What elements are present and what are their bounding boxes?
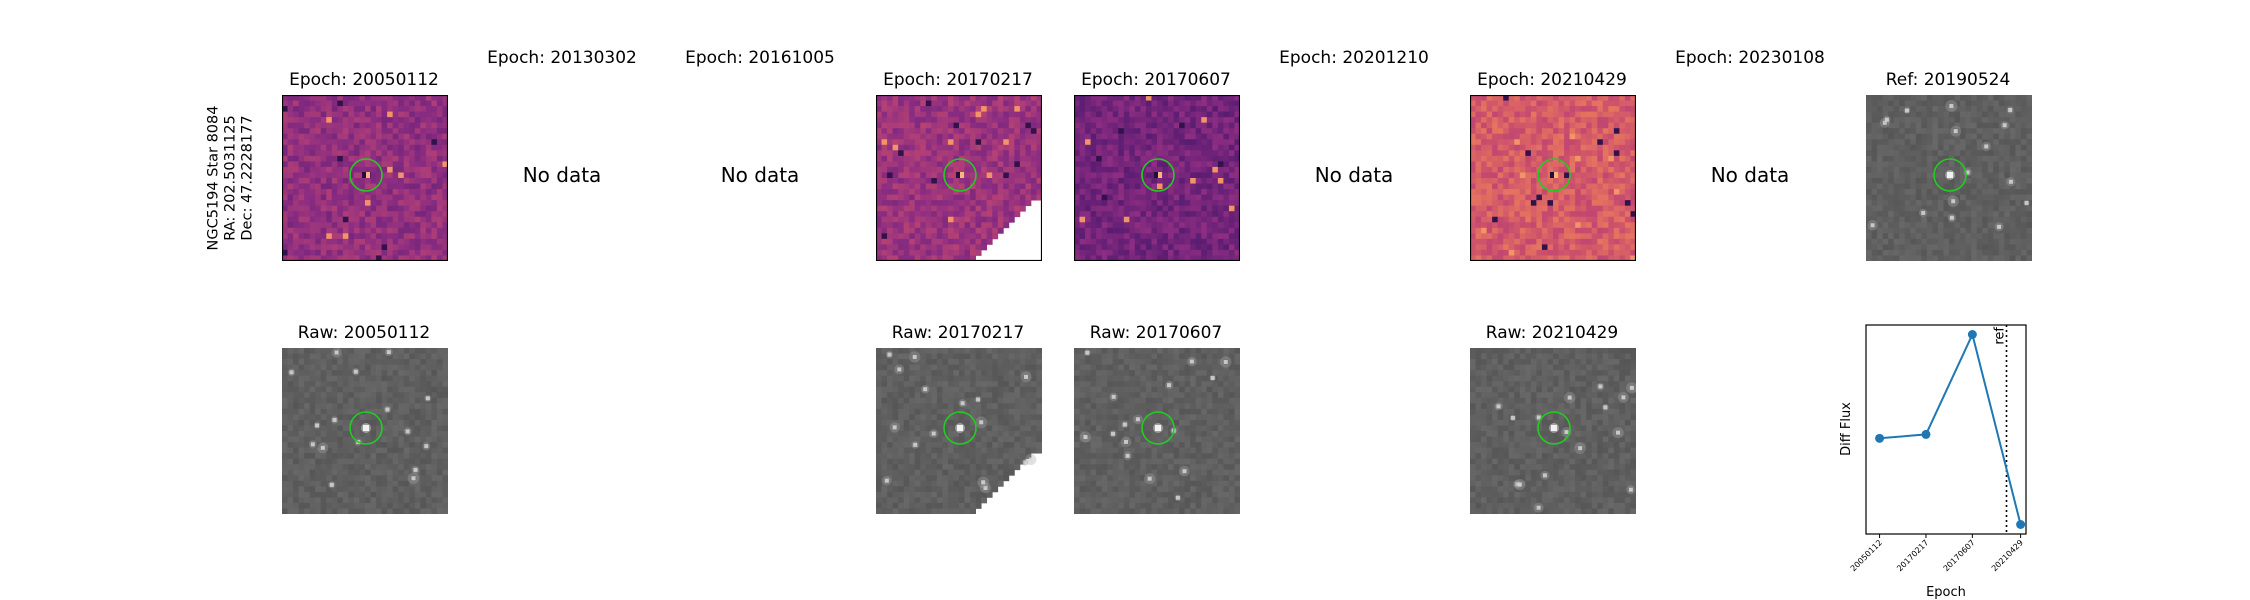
target-circle xyxy=(943,158,977,192)
raw-image-20050112 xyxy=(282,348,448,514)
raw-title-20170607: Raw: 20170607 xyxy=(1089,323,1223,343)
star-name: NGC5194 Star 8084 xyxy=(205,105,222,251)
target-circle xyxy=(1141,158,1175,192)
diff-title-20050112: Epoch: 20050112 xyxy=(289,70,439,90)
raw-image-20210429 xyxy=(1470,348,1636,514)
diff-image-20050112 xyxy=(282,95,448,261)
no-data-20201210: No data xyxy=(1314,163,1394,187)
no-data-20130302: No data xyxy=(522,163,602,187)
target-circle xyxy=(1537,411,1571,445)
star-dec: Dec: 47.2228177 xyxy=(239,115,256,241)
star-info-label: NGC5194 Star 8084 RA: 202.5031125 Dec: 4… xyxy=(206,106,257,251)
raw-title-20170217: Raw: 20170217 xyxy=(891,323,1025,343)
target-circle xyxy=(1537,158,1571,192)
ref-image-20190524 xyxy=(1866,95,2032,261)
diff-image-20170607 xyxy=(1074,95,1240,261)
ref-marker-label: ref xyxy=(1992,327,2007,345)
diff-flux-chart: ref Diff Flux Epoch 20050112 20170217 2017… xyxy=(1839,324,2027,600)
diff-title-20161005: Epoch: 20161005 xyxy=(685,48,835,68)
target-circle xyxy=(349,411,383,445)
flux-line xyxy=(1879,331,2022,525)
diff-title-20230108: Epoch: 20230108 xyxy=(1675,48,1825,68)
x-tick-label-20170607: 20170607 xyxy=(1942,538,1977,573)
target-circle xyxy=(349,158,383,192)
x-tick-label-20050112: 20050112 xyxy=(1849,538,1884,573)
flux-point-20170607 xyxy=(1967,330,1977,339)
raw-title-20050112: Raw: 20050112 xyxy=(297,323,431,343)
x-axis-label: Epoch xyxy=(1926,585,1966,600)
flux-point-20170217 xyxy=(1921,429,1931,439)
no-data-20161005: No data xyxy=(720,163,800,187)
plot-frame xyxy=(1865,324,2027,535)
diff-image-20210429 xyxy=(1470,95,1636,261)
diff-title-20201210: Epoch: 20201210 xyxy=(1279,48,1429,68)
flux-point-20050112 xyxy=(1875,433,1885,443)
target-circle xyxy=(1933,158,1967,192)
y-axis-label: Diff Flux xyxy=(1839,402,1854,456)
diff-image-20170217 xyxy=(876,95,1042,261)
raw-image-20170607 xyxy=(1074,348,1240,514)
x-tick-label-20210429: 20210429 xyxy=(1990,538,2025,573)
raw-title-20210429: Raw: 20210429 xyxy=(1485,323,1619,343)
flux-point-20210429 xyxy=(2016,520,2026,529)
diff-title-20210429: Epoch: 20210429 xyxy=(1477,70,1627,90)
diff-title-20170607: Epoch: 20170607 xyxy=(1081,70,1231,90)
star-ra: RA: 202.5031125 xyxy=(222,115,239,241)
target-circle xyxy=(943,411,977,445)
raw-image-20170217 xyxy=(876,348,1042,514)
target-circle xyxy=(1141,411,1175,445)
diff-title-20170217: Epoch: 20170217 xyxy=(883,70,1033,90)
ref-title: Ref: 20190524 xyxy=(1885,70,2011,90)
x-tick-label-20170217: 20170217 xyxy=(1895,538,1930,573)
diff-title-20130302: Epoch: 20130302 xyxy=(487,48,637,68)
no-data-20230108: No data xyxy=(1710,163,1790,187)
